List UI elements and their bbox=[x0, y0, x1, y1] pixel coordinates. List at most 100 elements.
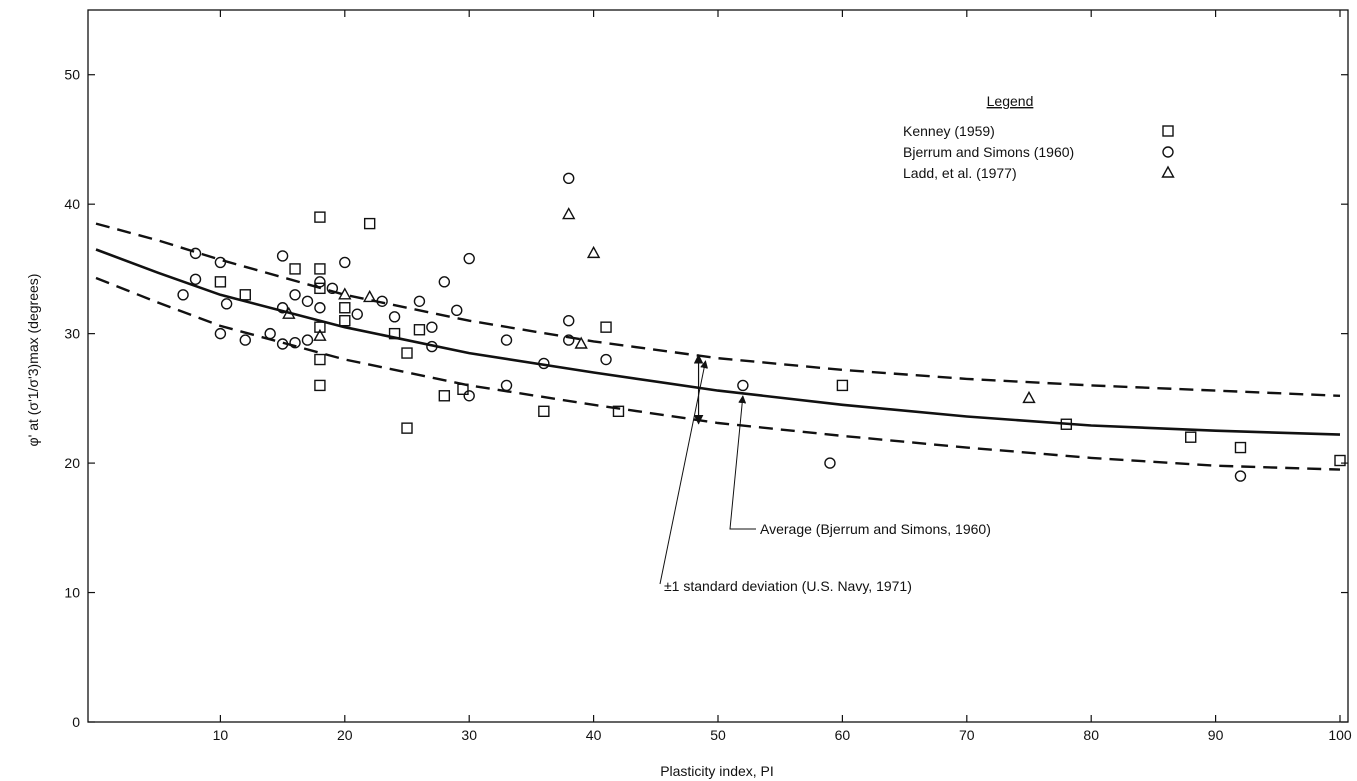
legend-marker-circle bbox=[1162, 146, 1174, 158]
legend-label: Bjerrum and Simons (1960) bbox=[903, 144, 1074, 160]
data-point-circle bbox=[276, 250, 289, 262]
data-point-circle bbox=[301, 334, 314, 346]
data-point-circle bbox=[451, 304, 463, 317]
data-point-square bbox=[289, 263, 301, 275]
data-point-square bbox=[314, 353, 326, 366]
data-point-circle bbox=[426, 340, 438, 353]
annotation-average: Average (Bjerrum and Simons, 1960) bbox=[760, 521, 991, 537]
x-tick-label: 100 bbox=[1328, 727, 1352, 743]
data-point-circle bbox=[563, 314, 575, 327]
data-point-circle bbox=[563, 334, 575, 346]
data-point-square bbox=[1234, 441, 1247, 454]
y-tick-label: 50 bbox=[64, 67, 80, 83]
data-point-square bbox=[457, 383, 469, 396]
legend-label: Ladd, et al. (1977) bbox=[903, 165, 1017, 181]
data-point-triangle bbox=[586, 245, 601, 259]
data-point-circle bbox=[500, 334, 513, 346]
data-point-square bbox=[538, 405, 550, 418]
data-point-triangle bbox=[282, 306, 296, 319]
data-point-circle bbox=[289, 289, 301, 301]
data-point-triangle bbox=[362, 289, 377, 303]
data-point-circle bbox=[737, 379, 749, 392]
data-point-circle bbox=[351, 308, 363, 320]
legend-marker-square bbox=[1162, 125, 1174, 137]
data-point-square bbox=[214, 276, 227, 288]
data-point-circle bbox=[177, 289, 189, 301]
data-point-circle bbox=[326, 282, 339, 295]
data-point-circle bbox=[600, 353, 612, 366]
y-tick-label: 0 bbox=[72, 714, 80, 730]
data-point-circle bbox=[220, 298, 233, 310]
data-point-circle bbox=[189, 273, 202, 285]
x-tick-label: 80 bbox=[1083, 727, 1099, 743]
x-axis-title: Plasticity index, PI bbox=[660, 763, 774, 779]
data-point-square bbox=[314, 379, 326, 392]
data-point-square bbox=[836, 379, 849, 392]
data-point-circle bbox=[239, 334, 251, 346]
data-point-square bbox=[314, 321, 326, 333]
data-point-circle bbox=[214, 256, 227, 269]
curves bbox=[95, 222, 1341, 471]
data-point-circle bbox=[376, 295, 388, 307]
data-point-circle bbox=[563, 172, 575, 184]
data-point-square bbox=[401, 422, 413, 434]
data-point-circle bbox=[438, 276, 451, 288]
x-tick-label: 10 bbox=[213, 727, 229, 743]
std-dev-curve bbox=[95, 276, 1341, 471]
data-point-circle bbox=[301, 295, 314, 307]
data-point-circle bbox=[463, 390, 475, 402]
x-tick-label: 70 bbox=[959, 727, 975, 743]
data-point-triangle bbox=[574, 336, 588, 349]
annotation-average-leader bbox=[729, 395, 756, 530]
data-point-circle bbox=[264, 327, 276, 340]
data-point-square bbox=[600, 321, 612, 333]
legend-label: Kenney (1959) bbox=[903, 123, 995, 139]
data-point-circle bbox=[214, 327, 227, 340]
data-point-square bbox=[339, 302, 351, 314]
data-points bbox=[177, 172, 1346, 482]
data-point-circle bbox=[426, 321, 438, 333]
std-dev-curve bbox=[95, 222, 1341, 397]
data-point-square bbox=[413, 324, 426, 336]
x-tick-label: 40 bbox=[586, 727, 602, 743]
data-point-square bbox=[388, 327, 401, 340]
x-tick-label: 30 bbox=[461, 727, 477, 743]
data-point-circle bbox=[314, 302, 326, 314]
plot-border bbox=[87, 9, 1349, 723]
data-point-triangle bbox=[338, 287, 352, 300]
legend-marker-triangle bbox=[1161, 165, 1175, 178]
x-tick-label: 90 bbox=[1208, 727, 1224, 743]
average-curve bbox=[95, 248, 1341, 436]
annotation-std-dev: ±1 standard deviation (U.S. Navy, 1971) bbox=[664, 578, 912, 594]
x-tick-label: 50 bbox=[710, 727, 726, 743]
data-point-circle bbox=[289, 336, 301, 349]
data-point-square bbox=[314, 211, 326, 223]
data-point-square bbox=[612, 405, 625, 418]
x-tick-label: 60 bbox=[835, 727, 851, 743]
legend-title: Legend bbox=[987, 93, 1034, 109]
data-point-square bbox=[363, 217, 376, 230]
data-point-triangle bbox=[562, 207, 576, 220]
data-point-square bbox=[401, 347, 413, 359]
data-point-circle bbox=[189, 247, 202, 260]
axis-ticks: 10 20 30 40 50 60 70 80 90 100 0 10 20 30 40 50 bbox=[64, 10, 1352, 743]
y-tick-label: 40 bbox=[64, 196, 80, 212]
plot-frame bbox=[87, 9, 1349, 723]
y-tick-label: 30 bbox=[64, 326, 80, 342]
data-point-circle bbox=[1234, 470, 1247, 482]
data-point-triangle bbox=[313, 328, 327, 341]
data-point-circle bbox=[824, 457, 836, 469]
data-point-circle bbox=[276, 338, 289, 350]
data-point-square bbox=[438, 390, 451, 402]
legend: Legend Kenney (1959) Bjerrum and Simons (… bbox=[903, 93, 1175, 181]
data-point-circle bbox=[388, 311, 401, 323]
data-point-square bbox=[1060, 418, 1073, 430]
data-point-circle bbox=[276, 302, 289, 314]
y-tick-label: 10 bbox=[64, 585, 80, 601]
data-point-circle bbox=[538, 357, 550, 370]
data-point-square bbox=[314, 263, 326, 275]
data-point-circle bbox=[413, 295, 426, 307]
data-point-circle bbox=[314, 276, 326, 288]
data-point-square bbox=[1334, 454, 1346, 467]
